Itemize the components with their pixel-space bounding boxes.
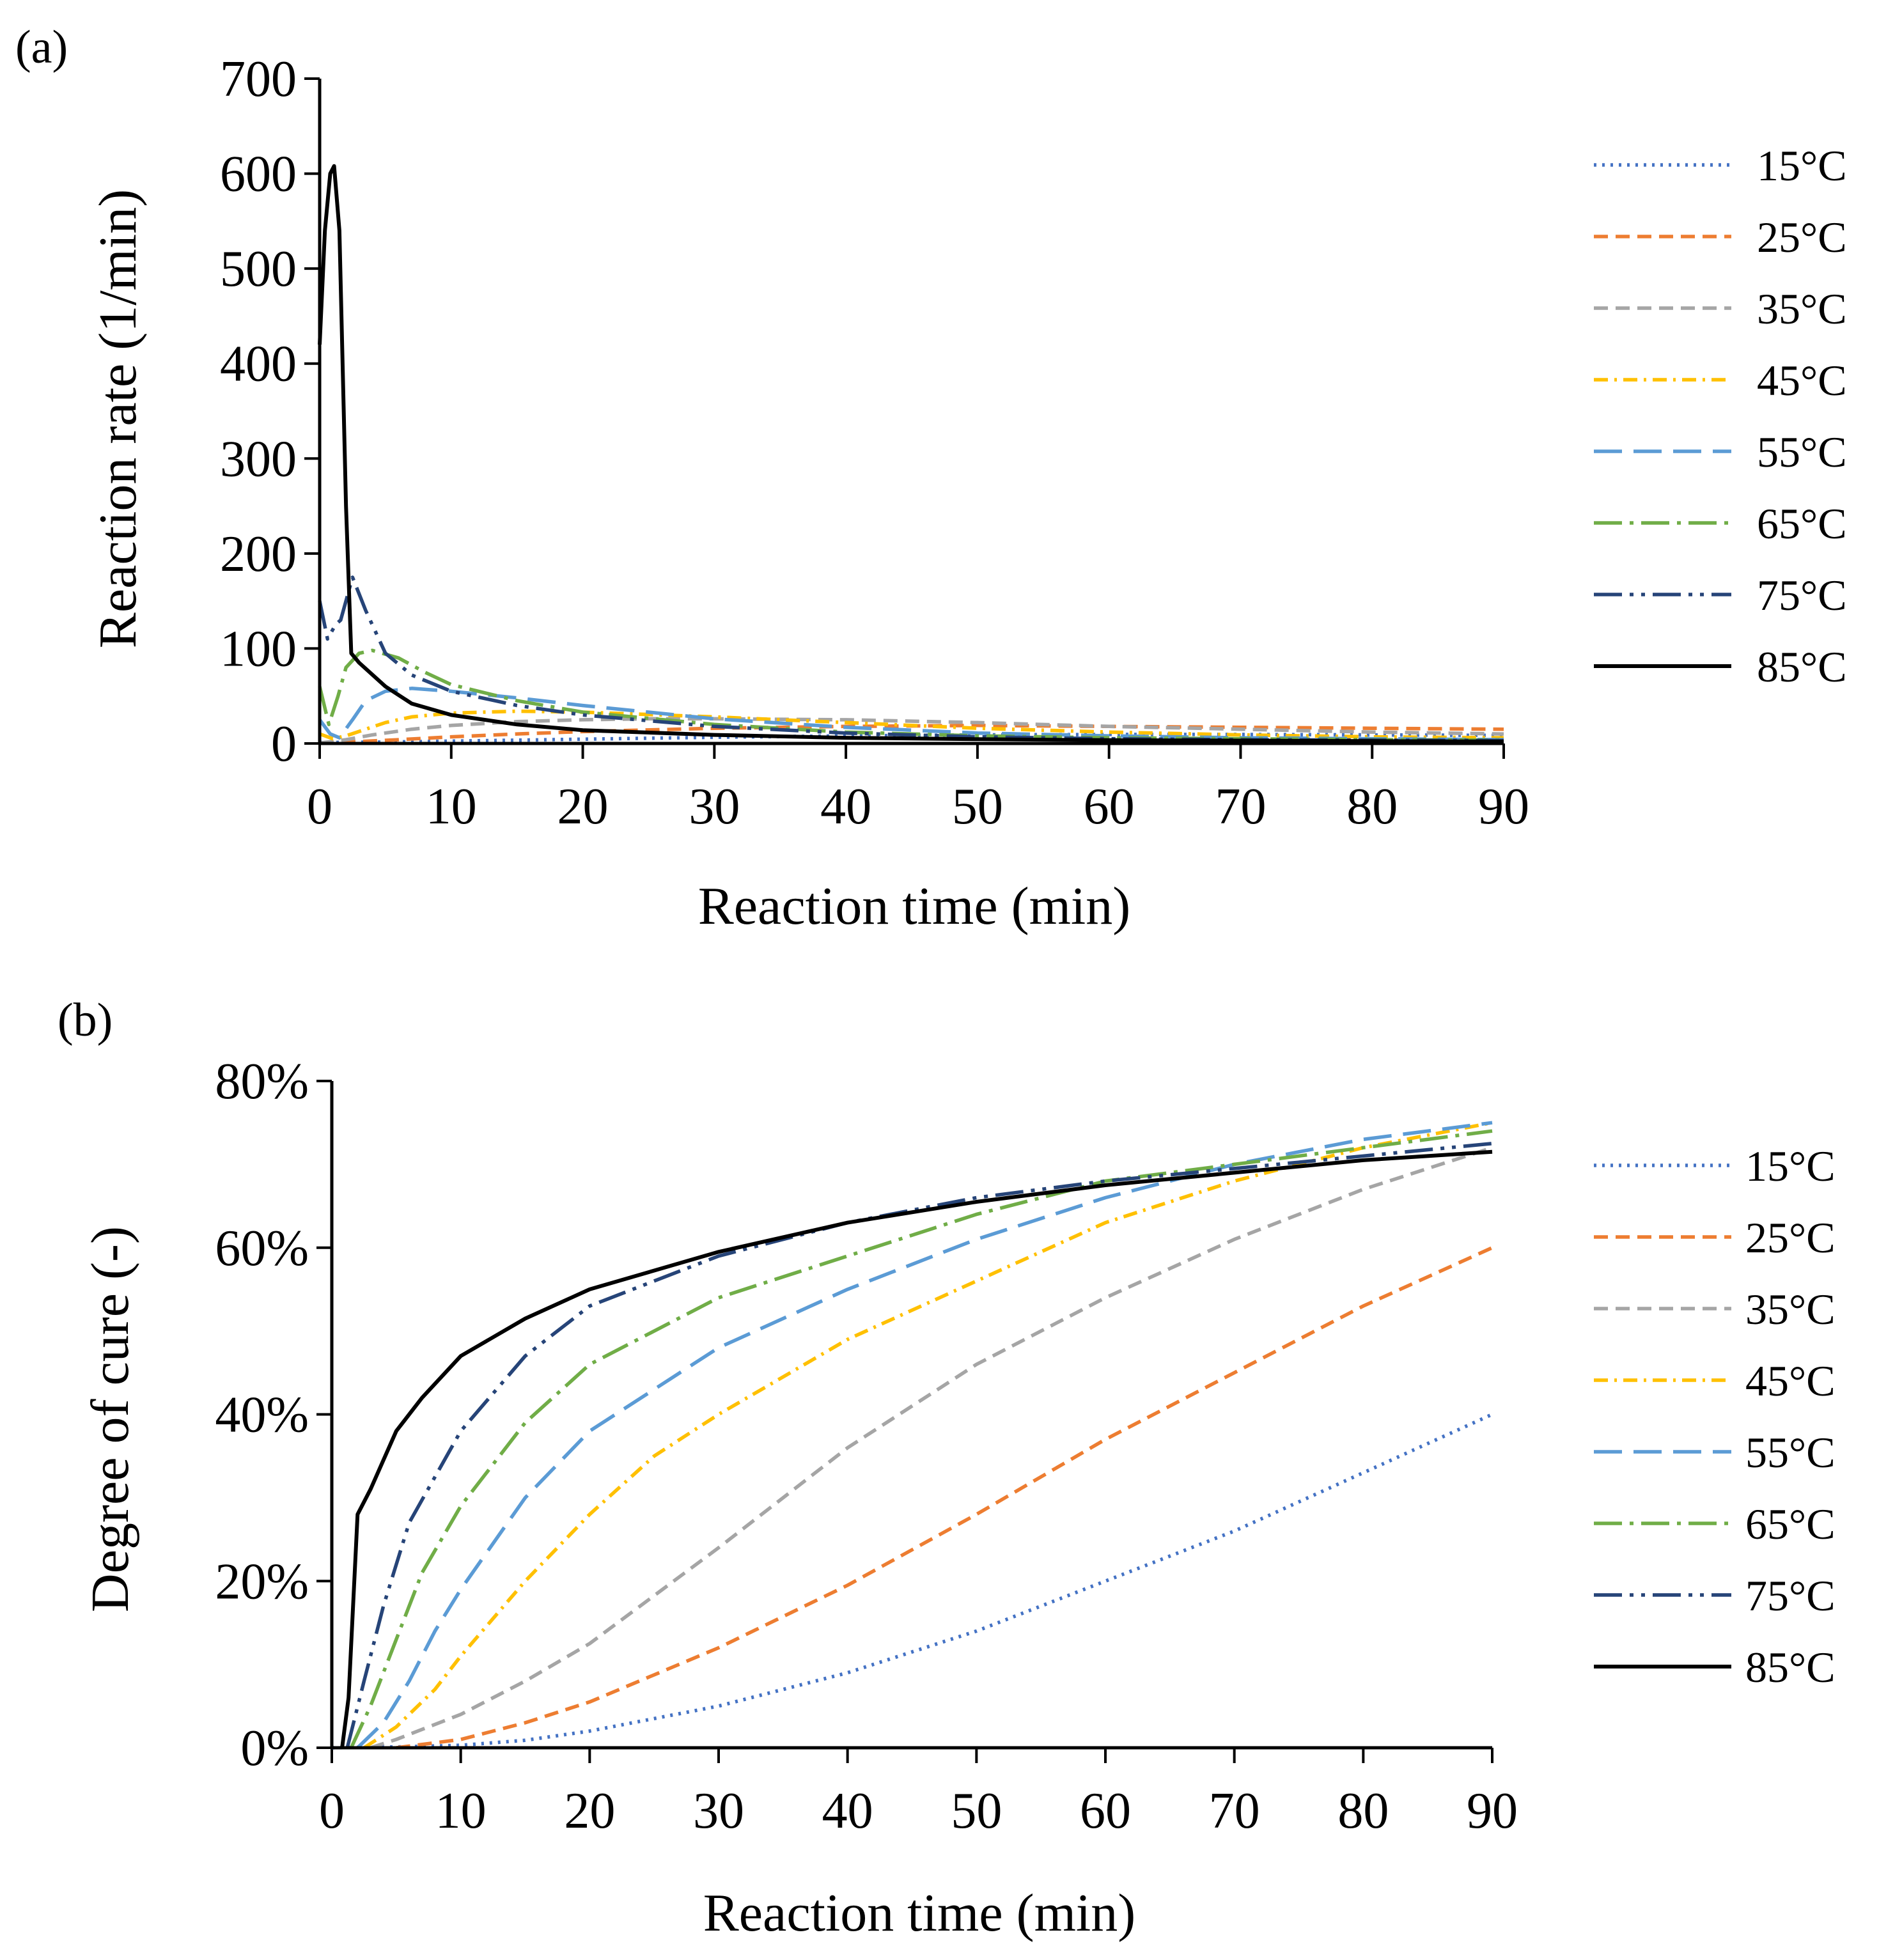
legend-label: 45°C: [1745, 1357, 1836, 1405]
x-tick-label: 90: [1467, 1783, 1518, 1839]
legend-label: 25°C: [1757, 213, 1847, 261]
legend-label: 85°C: [1757, 642, 1847, 691]
series-line: [356, 1121, 1493, 1749]
y-tick-label: 20%: [215, 1553, 309, 1610]
y-tick-label: 700: [220, 51, 297, 107]
legend-label: 35°C: [1745, 1285, 1836, 1334]
x-tick-label: 50: [951, 1783, 1002, 1839]
legend-label: 15°C: [1757, 141, 1847, 190]
chart-b-y-ticks: 0% 20% 40% 60% 80%: [215, 1054, 332, 1777]
y-tick-label: 500: [220, 241, 297, 297]
panel-label-a: (a): [15, 21, 68, 74]
x-tick-label: 80: [1337, 1783, 1389, 1839]
y-tick-label: 40%: [215, 1387, 309, 1443]
series-line: [340, 1149, 1493, 1748]
y-tick-label: 600: [220, 146, 297, 203]
legend-label: 45°C: [1757, 356, 1847, 405]
chart-b-x-ticks: 0 10 20 30 40 50 60 70 80 90: [319, 1748, 1518, 1839]
x-tick-label: 30: [689, 779, 740, 835]
series-line: [370, 1146, 1493, 1750]
chart-a-series: [318, 164, 1504, 745]
chart-a-x-ticks: 0 10 20 30 40 50 60 70 80 90: [307, 743, 1529, 835]
y-tick-label: 0: [271, 716, 297, 772]
x-tick-label: 40: [822, 1783, 873, 1839]
series-line: [319, 733, 1504, 745]
x-tick-label: 70: [1215, 779, 1266, 835]
x-tick-label: 70: [1209, 1783, 1260, 1839]
series-line: [363, 1121, 1493, 1750]
legend-label: 55°C: [1757, 428, 1847, 476]
x-tick-label: 0: [319, 1783, 345, 1839]
chart-a-axes: [318, 79, 1504, 745]
legend-label: 15°C: [1745, 1142, 1836, 1190]
series-line: [319, 717, 1504, 745]
chart-b-legend: 15°C 25°C 35°C 45°C 55°C 65°C 75°C 85°C: [1594, 1142, 1836, 1692]
legend-label: 35°C: [1757, 284, 1847, 333]
y-tick-label: 0%: [240, 1720, 309, 1777]
legend-label: 85°C: [1745, 1643, 1836, 1692]
x-tick-label: 20: [557, 779, 609, 835]
legend-label: 75°C: [1757, 571, 1847, 619]
x-tick-label: 90: [1478, 779, 1529, 835]
series-line: [345, 1142, 1493, 1748]
legend-label: 65°C: [1757, 499, 1847, 548]
y-tick-label: 200: [220, 526, 297, 582]
x-tick-label: 60: [1084, 779, 1135, 835]
chart-b-xlabel: Reaction time (min): [703, 1883, 1135, 1943]
legend-label: 25°C: [1745, 1213, 1836, 1262]
x-tick-label: 60: [1080, 1783, 1131, 1839]
series-line: [319, 709, 1504, 741]
x-tick-label: 40: [820, 779, 871, 835]
chart-a-ylabel: Reaction rate (1/min): [88, 189, 148, 648]
series-line: [349, 1129, 1493, 1749]
chart-b: (b) 0% 20% 40% 60% 80% 0 10 20 30 40 50 60 70 80 90 R…: [58, 994, 1836, 1943]
chart-a: (a) 0 100 200 300 400 500 600 700 0 10 20 30 40 50 60…: [15, 21, 1847, 936]
chart-b-ylabel: Degree of cure (-): [81, 1226, 140, 1612]
x-tick-label: 80: [1346, 779, 1398, 835]
panel-label-b: (b): [58, 994, 113, 1046]
chart-a-xlabel: Reaction time (min): [698, 876, 1130, 936]
chart-b-series: [331, 1121, 1493, 1750]
x-tick-label: 50: [952, 779, 1003, 835]
series-line: [396, 1246, 1493, 1750]
series-line: [318, 687, 1504, 742]
series-line: [331, 1412, 1493, 1750]
series-line: [319, 724, 1504, 745]
chart-a-y-ticks: 0 100 200 300 400 500 600 700: [220, 51, 320, 772]
y-tick-label: 300: [220, 431, 297, 487]
x-tick-label: 30: [693, 1783, 744, 1839]
legend-label: 65°C: [1745, 1500, 1836, 1548]
series-line: [318, 575, 1504, 743]
y-tick-label: 400: [220, 336, 297, 393]
x-tick-label: 20: [564, 1783, 615, 1839]
series-line: [318, 164, 1504, 743]
legend-label: 75°C: [1745, 1571, 1836, 1620]
y-tick-label: 80%: [215, 1054, 309, 1110]
legend-label: 55°C: [1745, 1428, 1836, 1477]
chart-b-axes: [330, 1081, 1492, 1750]
x-tick-label: 10: [435, 1783, 487, 1839]
y-tick-label: 60%: [215, 1220, 309, 1277]
x-tick-label: 0: [307, 779, 332, 835]
chart-a-legend: 15°C 25°C 35°C 45°C 55°C 65°C 75°C 85°C: [1594, 141, 1847, 691]
y-tick-label: 100: [220, 621, 297, 677]
x-tick-label: 10: [426, 779, 477, 835]
